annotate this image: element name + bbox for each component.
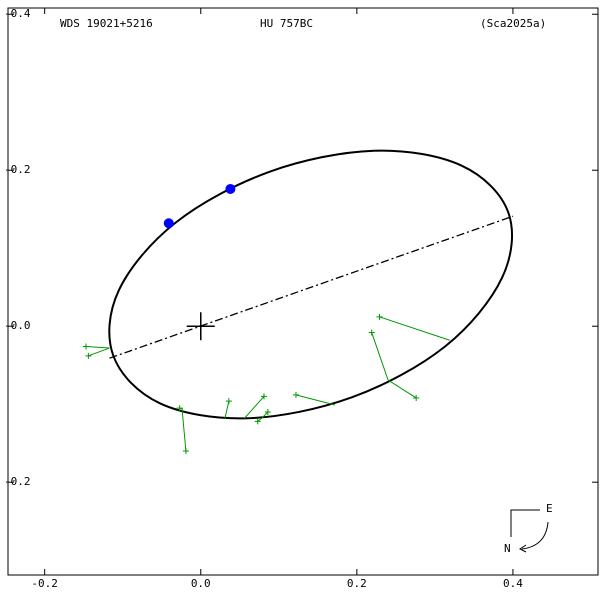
residual-line: [224, 400, 230, 419]
observation: [182, 447, 189, 454]
observation: [225, 398, 232, 405]
y-tick-label: -0.2: [4, 475, 31, 488]
observation: [368, 329, 375, 336]
residual-line: [257, 417, 262, 422]
residual-line: [379, 316, 450, 341]
x-tick-label: -0.2: [31, 577, 58, 590]
residual-line: [86, 345, 110, 349]
observation: [83, 343, 90, 350]
residual-line: [244, 396, 265, 419]
x-tick-label: 0.2: [347, 577, 367, 590]
pair-name: HU 757BC: [260, 17, 313, 30]
observation: [264, 408, 271, 415]
compass-arrow: [521, 521, 549, 550]
observation: [376, 313, 383, 320]
compass: E N: [504, 502, 553, 555]
orbit-point: [225, 183, 236, 194]
reference: (Sca2025a): [480, 17, 546, 30]
residual-line: [371, 332, 389, 381]
designation: WDS 19021+5216: [60, 17, 153, 30]
y-tick-label: -0.4: [4, 7, 31, 20]
observation: [176, 405, 183, 412]
observation: [260, 393, 267, 400]
compass-arrowhead: [519, 544, 527, 553]
observation: [292, 391, 299, 398]
residual-line: [387, 379, 417, 399]
y-tick-label: -0.0: [4, 319, 31, 332]
compass-north: N: [504, 542, 511, 555]
residual-line: [295, 394, 336, 406]
observation: [254, 418, 261, 425]
observation: [413, 394, 420, 401]
compass-axes: [510, 509, 540, 537]
residual-line: [261, 411, 269, 419]
orbit: [108, 149, 513, 420]
observation: [85, 352, 92, 359]
residual-line: [88, 347, 110, 357]
orbit-point: [163, 218, 174, 229]
x-tick-label: 0.4: [503, 577, 523, 590]
line-of-nodes: [109, 215, 514, 359]
plot-frame: [7, 7, 599, 576]
residual-line: [181, 408, 187, 452]
x-tick-label: 0.0: [191, 577, 211, 590]
y-tick-label: -0.2: [4, 163, 31, 176]
compass-east: E: [546, 502, 553, 515]
